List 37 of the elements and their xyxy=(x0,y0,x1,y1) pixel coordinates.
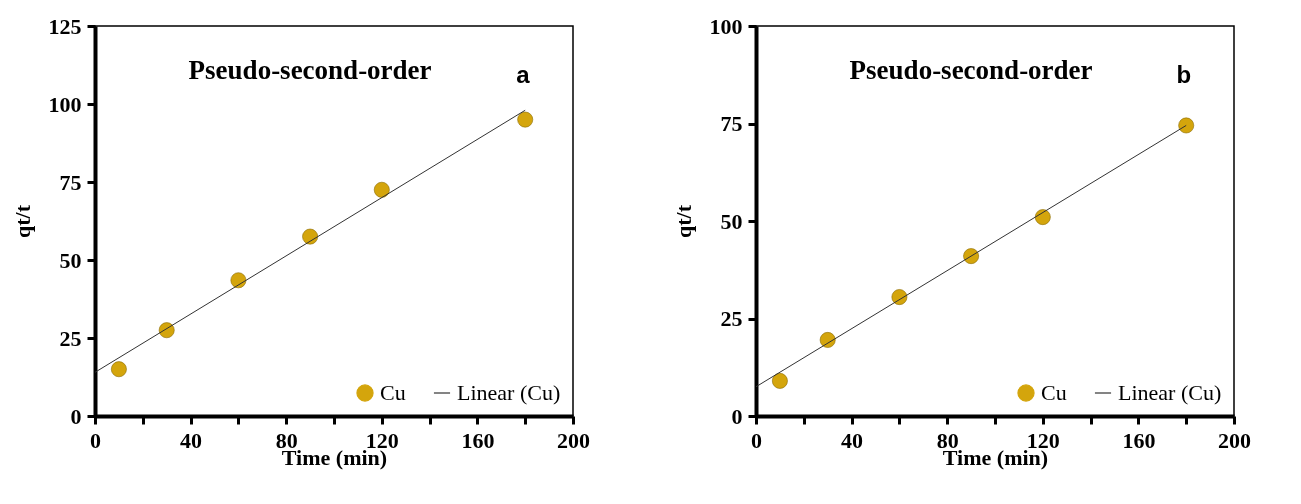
x-tick-label: 200 xyxy=(1218,427,1251,453)
legend-label: Cu xyxy=(380,380,406,405)
point xyxy=(517,111,534,128)
point xyxy=(1034,209,1051,225)
point xyxy=(230,272,247,289)
x-tick-label: 40 xyxy=(180,427,203,453)
y-tick-label: 25 xyxy=(720,306,743,331)
y-tick-label: 75 xyxy=(59,169,82,195)
x-tick-label: 160 xyxy=(1122,427,1156,453)
point xyxy=(373,181,390,198)
x-tick-label: 200 xyxy=(557,427,590,453)
point xyxy=(772,373,788,389)
text: Pseudo-second-order xyxy=(849,55,1093,85)
y-tick-label: 0 xyxy=(70,403,82,429)
y-tick-label: 75 xyxy=(720,111,743,136)
legend-label: Linear (Cu) xyxy=(457,380,561,405)
annotation: b xyxy=(1176,61,1192,88)
point xyxy=(1178,117,1195,134)
y-tick-label: 0 xyxy=(731,403,743,429)
legend-label: Cu xyxy=(1041,380,1067,405)
y-axis-title: qt/t xyxy=(670,204,696,238)
y-tick-label: 100 xyxy=(709,13,743,39)
legend-label: Linear (Cu) xyxy=(1118,380,1222,405)
y-tick-label: 125 xyxy=(48,13,82,39)
x-tick-label: 0 xyxy=(90,427,101,453)
y-tick-label: 50 xyxy=(59,247,82,273)
point xyxy=(819,332,836,348)
x-tick-label: 0 xyxy=(751,427,762,453)
x-tick-label: 40 xyxy=(841,427,864,453)
y-tick-label: 100 xyxy=(48,91,82,117)
text: Pseudo-second-order xyxy=(188,55,432,85)
annotation: a xyxy=(516,61,531,88)
point xyxy=(111,361,127,378)
x-tick-label: 160 xyxy=(461,427,495,453)
y-tick-label: 25 xyxy=(59,325,82,351)
y-tick-label: 50 xyxy=(720,208,743,234)
y-axis-title: qt/t xyxy=(9,204,35,238)
